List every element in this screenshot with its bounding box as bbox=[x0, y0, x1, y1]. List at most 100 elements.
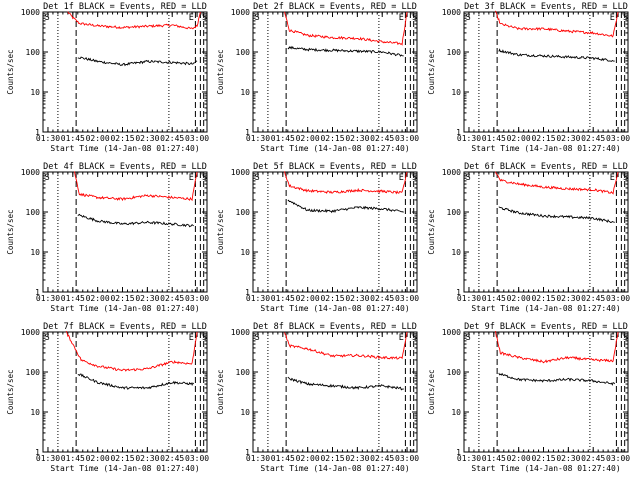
marker-label: S bbox=[412, 173, 417, 183]
x-tick-label: 02:00 bbox=[86, 454, 110, 463]
y-tick-label: 100 bbox=[236, 368, 251, 377]
y-tick-label: 1000 bbox=[231, 8, 250, 17]
detector-chart-6: Det 6f BLACK = Events, RED = LLD Counts/s… bbox=[427, 162, 630, 313]
y-tick-label: 100 bbox=[26, 208, 41, 217]
y-tick-label: 1 bbox=[456, 448, 461, 457]
x-tick-label: 02:00 bbox=[507, 454, 531, 463]
y-axis-label: Counts/sec bbox=[427, 209, 436, 254]
x-axis-label: Start Time (14-Jan-08 01:27:40) bbox=[50, 144, 199, 153]
series-line-lld bbox=[495, 331, 619, 364]
marker-label: S bbox=[623, 13, 628, 23]
x-tick-label: 03:00 bbox=[395, 454, 419, 463]
x-tick-label: 02:15 bbox=[320, 294, 344, 303]
x-tick-label: 02:00 bbox=[507, 294, 531, 303]
chart-title: Det 2f BLACK = Events, RED = LLD bbox=[253, 2, 417, 12]
x-tick-label: 03:00 bbox=[185, 294, 209, 303]
y-tick-label: 1000 bbox=[21, 168, 40, 177]
x-tick-label: 02:15 bbox=[110, 294, 134, 303]
y-tick-label: 1000 bbox=[442, 328, 461, 337]
y-tick-label: 100 bbox=[26, 368, 41, 377]
series-line-events bbox=[287, 45, 404, 57]
x-tick-label: 01:30 bbox=[457, 294, 481, 303]
x-axis-label: Start Time (14-Jan-08 01:27:40) bbox=[471, 304, 620, 313]
marker-label: S bbox=[202, 333, 207, 343]
x-tick-label: 03:00 bbox=[606, 294, 630, 303]
marker-label: E bbox=[610, 173, 615, 183]
x-tick-label: 02:45 bbox=[370, 294, 394, 303]
x-tick-label: 03:00 bbox=[606, 454, 630, 463]
y-tick-label: 1000 bbox=[231, 168, 250, 177]
y-tick-label: 100 bbox=[236, 208, 251, 217]
detector-chart-4: Det 4f BLACK = Events, RED = LLD Counts/s… bbox=[6, 162, 209, 313]
y-tick-label: 1000 bbox=[21, 8, 40, 17]
y-tick-label: 1 bbox=[35, 288, 40, 297]
x-tick-label: 02:15 bbox=[531, 134, 555, 143]
chart-title: Det 4f BLACK = Events, RED = LLD bbox=[43, 162, 207, 172]
x-tick-label: 02:45 bbox=[160, 134, 184, 143]
series-line-lld bbox=[65, 330, 198, 372]
x-tick-label: 01:45 bbox=[482, 134, 506, 143]
detector-chart-9: Det 9f BLACK = Events, RED = LLD Counts/s… bbox=[427, 322, 630, 473]
y-tick-label: 1 bbox=[35, 448, 40, 457]
x-tick-label: 01:45 bbox=[271, 294, 295, 303]
series-line-events bbox=[287, 376, 404, 391]
x-tick-label: 02:15 bbox=[110, 454, 134, 463]
chart-title: Det 6f BLACK = Events, RED = LLD bbox=[464, 162, 628, 172]
x-tick-label: 02:00 bbox=[296, 134, 320, 143]
x-tick-label: 02:00 bbox=[86, 134, 110, 143]
chart-title: Det 7f BLACK = Events, RED = LLD bbox=[43, 322, 207, 332]
plot-frame bbox=[252, 11, 418, 133]
y-tick-label: 100 bbox=[447, 208, 462, 217]
x-tick-label: 02:45 bbox=[370, 134, 394, 143]
series-line-events bbox=[498, 206, 615, 223]
x-tick-label: 01:30 bbox=[246, 454, 270, 463]
marker-label: S bbox=[45, 333, 50, 343]
x-tick-label: 02:00 bbox=[296, 294, 320, 303]
series-line-events bbox=[498, 48, 615, 62]
x-tick-label: 02:45 bbox=[581, 294, 605, 303]
chart-title: Det 3f BLACK = Events, RED = LLD bbox=[464, 2, 628, 12]
marker-label: S bbox=[45, 173, 50, 183]
chart-title: Det 9f BLACK = Events, RED = LLD bbox=[464, 322, 628, 332]
x-tick-label: 01:30 bbox=[36, 294, 60, 303]
x-tick-label: 01:45 bbox=[271, 134, 295, 143]
marker-label: S bbox=[466, 13, 471, 23]
marker-label: S bbox=[623, 173, 628, 183]
detector-chart-2: Det 2f BLACK = Events, RED = LLD Counts/s… bbox=[216, 2, 419, 153]
plot-frame bbox=[42, 331, 208, 453]
x-axis-label: Start Time (14-Jan-08 01:27:40) bbox=[260, 304, 409, 313]
x-tick-label: 02:15 bbox=[531, 294, 555, 303]
series-line-lld bbox=[67, 11, 201, 30]
x-tick-label: 01:30 bbox=[457, 454, 481, 463]
plot-frame bbox=[42, 171, 208, 293]
y-tick-label: 10 bbox=[240, 88, 250, 97]
x-tick-label: 03:00 bbox=[395, 294, 419, 303]
marker-label: S bbox=[466, 333, 471, 343]
detector-chart-5: Det 5f BLACK = Events, RED = LLD Counts/s… bbox=[216, 162, 419, 313]
detector-chart-3: Det 3f BLACK = Events, RED = LLD Counts/s… bbox=[427, 2, 630, 153]
plot-frame bbox=[252, 331, 418, 453]
x-tick-label: 03:00 bbox=[185, 134, 209, 143]
x-tick-label: 03:00 bbox=[395, 134, 419, 143]
series-line-lld bbox=[284, 331, 408, 360]
y-axis-label: Counts/sec bbox=[6, 369, 15, 414]
x-axis-label: Start Time (14-Jan-08 01:27:40) bbox=[260, 464, 409, 473]
series-line-lld bbox=[284, 11, 408, 46]
x-tick-label: 01:30 bbox=[457, 134, 481, 143]
y-tick-label: 1000 bbox=[442, 168, 461, 177]
y-tick-label: 10 bbox=[451, 88, 461, 97]
x-tick-label: 01:30 bbox=[36, 454, 60, 463]
x-tick-label: 02:30 bbox=[556, 454, 580, 463]
x-tick-label: 02:00 bbox=[86, 294, 110, 303]
marker-label: S bbox=[412, 333, 417, 343]
x-tick-label: 02:30 bbox=[135, 134, 159, 143]
marker-label: E bbox=[610, 13, 615, 23]
x-tick-label: 02:15 bbox=[320, 134, 344, 143]
x-tick-label: 01:45 bbox=[61, 134, 85, 143]
series-line-events bbox=[287, 199, 404, 214]
series-line-lld bbox=[495, 10, 619, 38]
marker-label: S bbox=[202, 173, 207, 183]
y-tick-label: 10 bbox=[30, 248, 40, 257]
y-axis-label: Counts/sec bbox=[427, 369, 436, 414]
y-tick-label: 1 bbox=[35, 128, 40, 137]
